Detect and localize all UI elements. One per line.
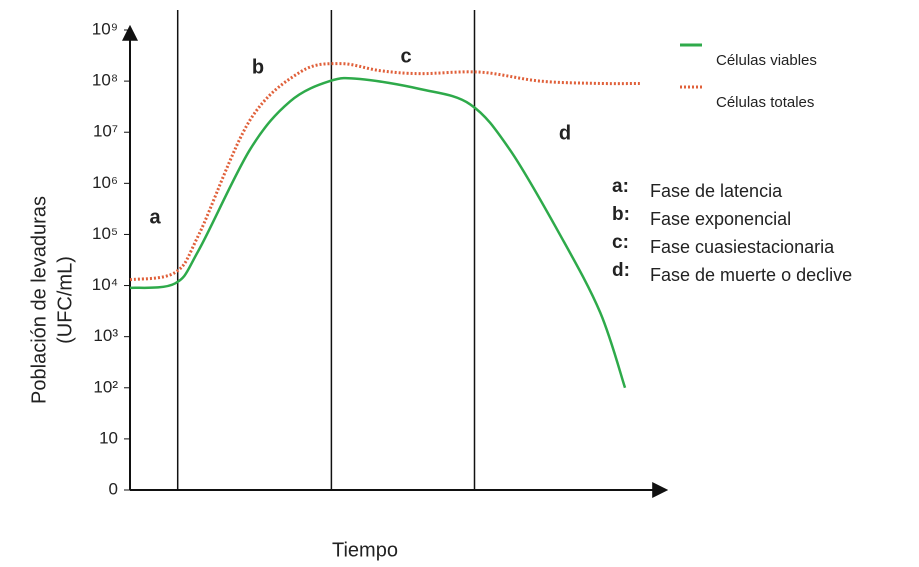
legend-label: Células viables [716, 52, 817, 69]
phase-letter: b [252, 56, 264, 78]
y-tick-label: 10⁵ [92, 224, 118, 243]
x-axis-label: Tiempo [332, 539, 398, 561]
phase-key: c: [612, 232, 629, 253]
series-line [129, 76, 627, 389]
y-tick-label: 10⁹ [92, 19, 118, 38]
phase-letter: a [149, 206, 161, 228]
series-line [129, 62, 640, 282]
phase-key: b: [612, 204, 630, 225]
y-axis-label: (UFC/mL) [54, 256, 76, 344]
phase-text: Fase de muerte o declive [650, 265, 852, 285]
y-tick-label: 0 [109, 479, 118, 498]
y-tick-label: 10³ [93, 326, 118, 345]
phase-text: Fase de latencia [650, 181, 783, 201]
y-tick-label: 10⁸ [92, 71, 118, 90]
y-axis-label: Población de levaduras [28, 196, 50, 404]
y-tick-label: 10² [93, 377, 118, 396]
phase-text: Fase cuasiestacionaria [650, 237, 835, 257]
phase-letter: c [400, 45, 411, 67]
phase-key: a: [612, 176, 629, 197]
y-tick-label: 10⁷ [93, 122, 118, 141]
y-tick-label: 10⁶ [92, 173, 118, 192]
y-tick-label: 10⁴ [92, 275, 118, 294]
legend-label: Células totales [716, 94, 814, 111]
phase-letter: d [559, 122, 571, 144]
phase-key: d: [612, 260, 630, 281]
phase-text: Fase exponencial [650, 209, 791, 229]
y-tick-label: 10 [99, 428, 118, 447]
